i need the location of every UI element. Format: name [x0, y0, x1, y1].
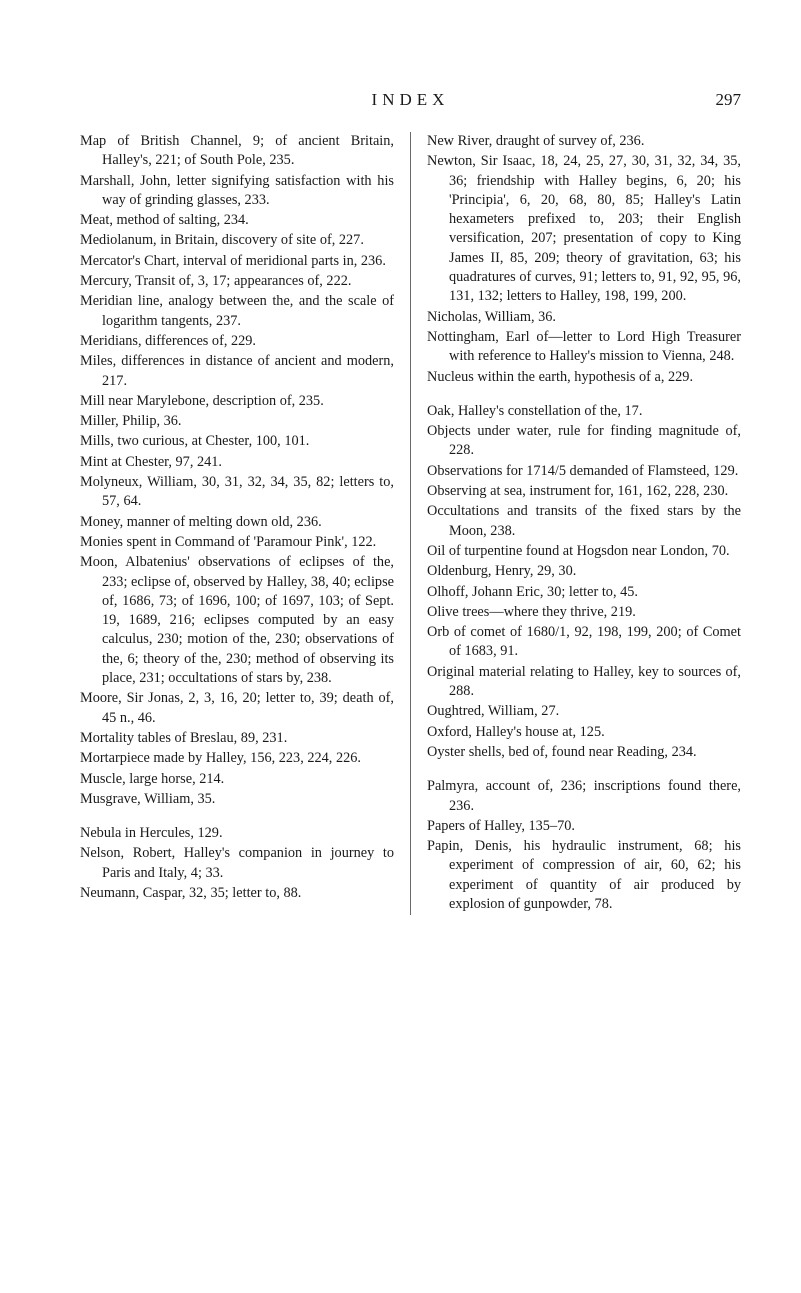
- index-entry: Nottingham, Earl of—letter to Lord High …: [427, 328, 741, 367]
- index-entry: Occultations and transits of the fixed s…: [427, 502, 741, 541]
- index-entry: New River, draught of survey of, 236.: [427, 132, 741, 151]
- index-entry: Muscle, large horse, 214.: [80, 770, 394, 789]
- index-entry: Nucleus within the earth, hypothesis of …: [427, 368, 741, 387]
- index-entry: Money, manner of melting down old, 236.: [80, 513, 394, 532]
- left-column: Map of British Channel, 9; of ancient Br…: [80, 132, 394, 915]
- index-entry: Original material relating to Halley, ke…: [427, 663, 741, 702]
- index-entry: Oldenburg, Henry, 29, 30.: [427, 562, 741, 581]
- blank-line: [427, 388, 741, 402]
- index-entry: Nicholas, William, 36.: [427, 308, 741, 327]
- index-entry: Nebula in Hercules, 129.: [80, 824, 394, 843]
- column-divider: [410, 132, 411, 915]
- blank-line: [427, 763, 741, 777]
- index-entry: Palmyra, account of, 236; inscriptions f…: [427, 777, 741, 816]
- index-entry: Oughtred, William, 27.: [427, 702, 741, 721]
- index-entry: Nelson, Robert, Halley's companion in jo…: [80, 844, 394, 883]
- index-entry: Oyster shells, bed of, found near Readin…: [427, 743, 741, 762]
- index-entry: Oil of turpentine found at Hogsdon near …: [427, 542, 741, 561]
- index-entry: Papers of Halley, 135–70.: [427, 817, 741, 836]
- index-entry: Observations for 1714/5 demanded of Flam…: [427, 462, 741, 481]
- index-entry: Mortarpiece made by Halley, 156, 223, 22…: [80, 749, 394, 768]
- index-entry: Monies spent in Command of 'Paramour Pin…: [80, 533, 394, 552]
- index-entry: Olive trees—where they thrive, 219.: [427, 603, 741, 622]
- index-entry: Oxford, Halley's house at, 125.: [427, 723, 741, 742]
- index-entry: Moore, Sir Jonas, 2, 3, 16, 20; letter t…: [80, 689, 394, 728]
- blank-line: [80, 810, 394, 824]
- header-title: INDEX: [372, 90, 450, 110]
- index-entry: Mediolanum, in Britain, discovery of sit…: [80, 231, 394, 250]
- index-entry: Mercury, Transit of, 3, 17; appearances …: [80, 272, 394, 291]
- index-entry: Observing at sea, instrument for, 161, 1…: [427, 482, 741, 501]
- index-entry: Papin, Denis, his hydraulic instrument, …: [427, 837, 741, 914]
- index-entry: Map of British Channel, 9; of ancient Br…: [80, 132, 394, 171]
- index-entry: Marshall, John, letter signifying satisf…: [80, 172, 394, 211]
- index-entry: Oak, Halley's constellation of the, 17.: [427, 402, 741, 421]
- index-entry: Miles, differences in distance of ancien…: [80, 352, 394, 391]
- page-header: INDEX 297: [80, 90, 741, 114]
- index-entry: Meat, method of salting, 234.: [80, 211, 394, 230]
- header-page-number: 297: [716, 90, 742, 110]
- index-entry: Molyneux, William, 30, 31, 32, 34, 35, 8…: [80, 473, 394, 512]
- index-entry: Objects under water, rule for finding ma…: [427, 422, 741, 461]
- index-entry: Newton, Sir Isaac, 18, 24, 25, 27, 30, 3…: [427, 152, 741, 306]
- index-entry: Orb of comet of 1680/1, 92, 198, 199, 20…: [427, 623, 741, 662]
- index-entry: Meridian line, analogy between the, and …: [80, 292, 394, 331]
- index-entry: Mercator's Chart, interval of meridional…: [80, 252, 394, 271]
- index-entry: Mills, two curious, at Chester, 100, 101…: [80, 432, 394, 451]
- index-entry: Olhoff, Johann Eric, 30; letter to, 45.: [427, 583, 741, 602]
- index-entry: Musgrave, William, 35.: [80, 790, 394, 809]
- page: INDEX 297 Map of British Channel, 9; of …: [0, 0, 801, 1293]
- index-entry: Mill near Marylebone, description of, 23…: [80, 392, 394, 411]
- index-entry: Miller, Philip, 36.: [80, 412, 394, 431]
- columns: Map of British Channel, 9; of ancient Br…: [80, 132, 741, 915]
- index-entry: Moon, Albatenius' observations of eclips…: [80, 553, 394, 688]
- index-entry: Mortality tables of Breslau, 89, 231.: [80, 729, 394, 748]
- index-entry: Meridians, differences of, 229.: [80, 332, 394, 351]
- index-entry: Neumann, Caspar, 32, 35; letter to, 88.: [80, 884, 394, 903]
- right-column: New River, draught of survey of, 236.New…: [427, 132, 741, 915]
- index-entry: Mint at Chester, 97, 241.: [80, 453, 394, 472]
